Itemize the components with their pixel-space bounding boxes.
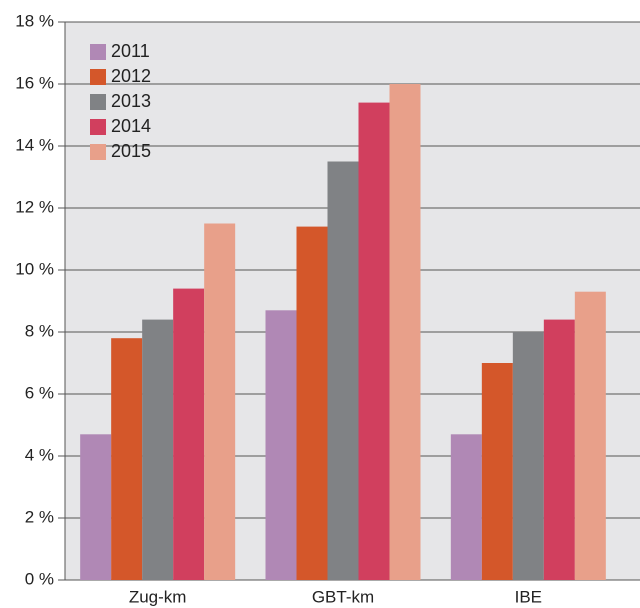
bar (481, 363, 513, 580)
legend-swatch (90, 69, 106, 85)
bar (265, 310, 297, 580)
y-tick-label: 0 % (25, 569, 54, 588)
legend-label: 2011 (111, 41, 150, 61)
legend-label: 2015 (111, 141, 151, 161)
legend-swatch (90, 94, 106, 110)
legend-label: 2012 (111, 66, 151, 86)
y-tick-label: 16 % (15, 73, 54, 92)
legend-swatch (90, 44, 106, 60)
x-tick-label: IBE (515, 587, 542, 606)
bar (296, 226, 328, 580)
y-tick-label: 10 % (15, 259, 54, 278)
bar (574, 291, 606, 580)
bar (389, 84, 421, 580)
bar (111, 338, 143, 580)
x-tick-label: Zug-km (129, 587, 187, 606)
bar (358, 102, 390, 580)
bar (512, 332, 544, 580)
y-tick-label: 4 % (25, 445, 54, 464)
bar (173, 288, 205, 580)
legend-swatch (90, 144, 106, 160)
y-tick-label: 6 % (25, 383, 54, 402)
x-tick-label: GBT-km (312, 587, 374, 606)
y-tick-label: 18 % (15, 11, 54, 30)
bar (450, 434, 482, 580)
y-tick-label: 2 % (25, 507, 54, 526)
bar (80, 434, 112, 580)
bar (327, 161, 359, 580)
legend-label: 2014 (111, 116, 151, 136)
bar (142, 319, 174, 580)
bar (204, 223, 236, 580)
legend-label: 2013 (111, 91, 151, 111)
legend-swatch (90, 119, 106, 135)
y-tick-label: 8 % (25, 321, 54, 340)
bar (543, 319, 575, 580)
y-tick-label: 12 % (15, 197, 54, 216)
y-tick-label: 14 % (15, 135, 54, 154)
